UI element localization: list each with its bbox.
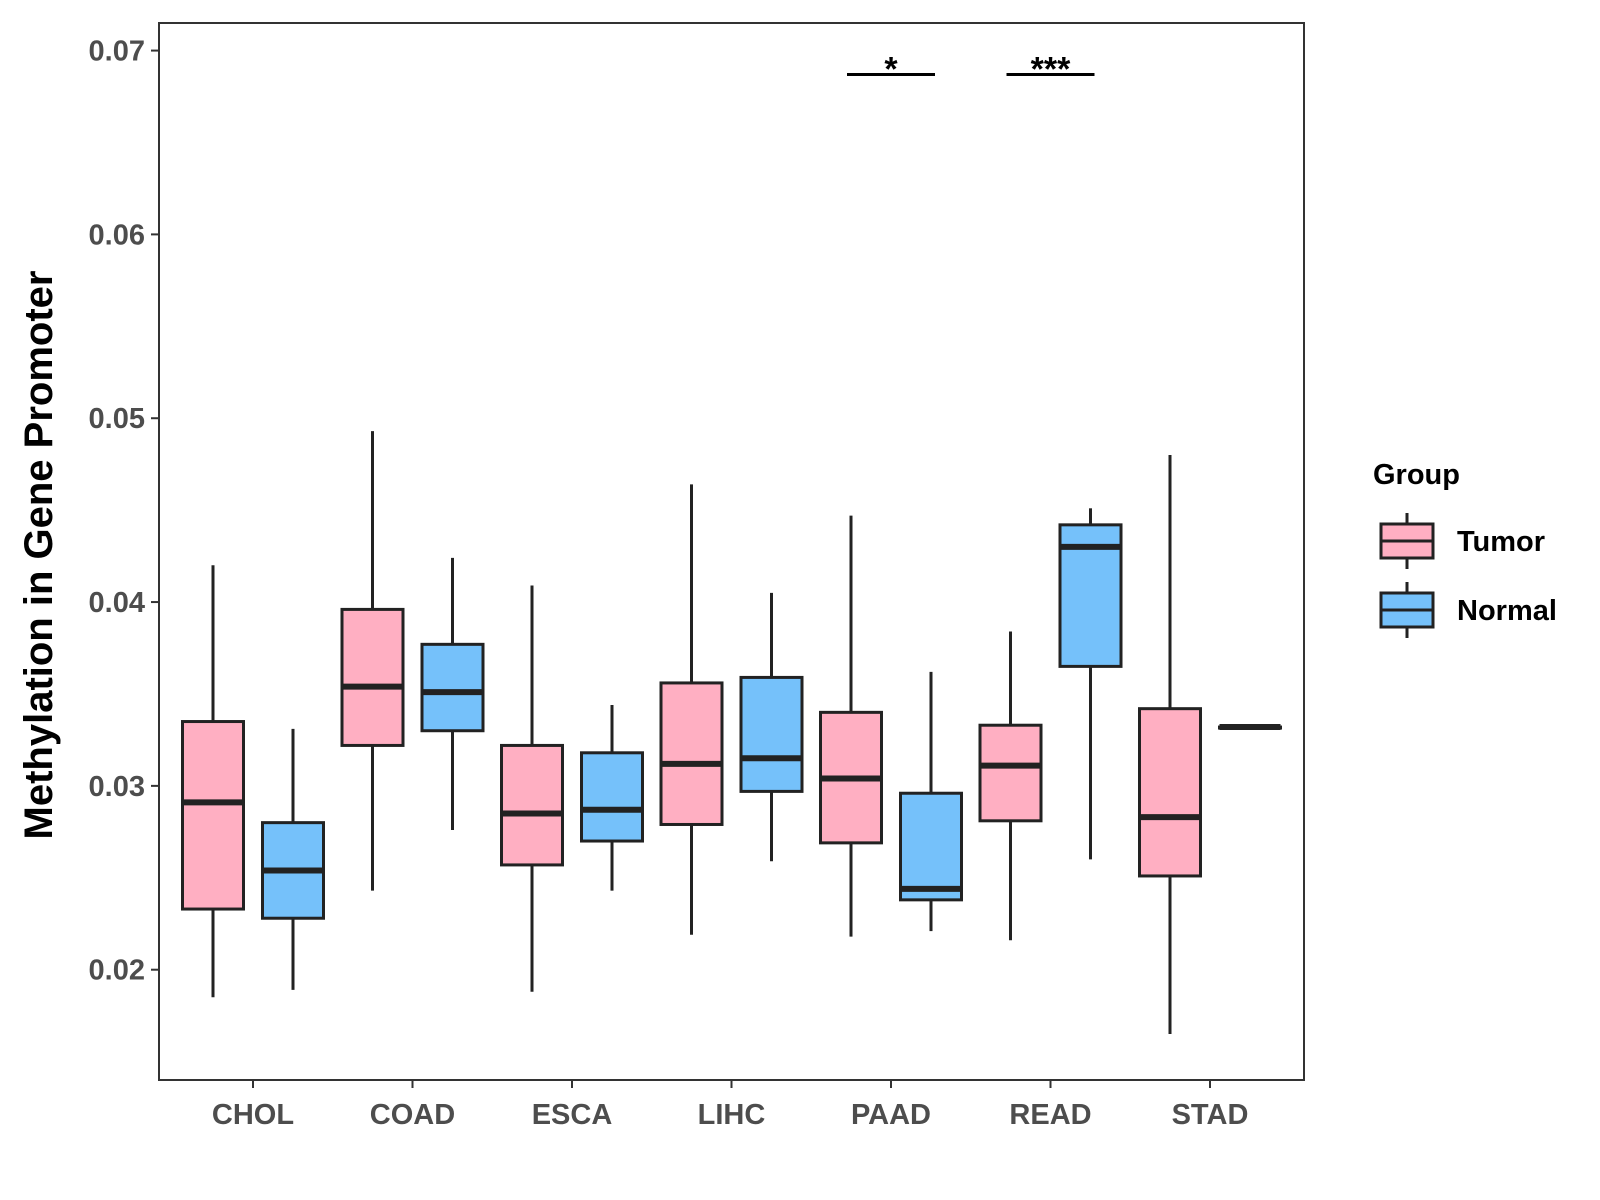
box-tumor-esca [500,585,564,992]
significance-read: *** [1006,50,1095,88]
x-axis: CHOL COAD ESCA LIHC PAAD READ STAD [212,1080,1248,1131]
box-tumor-chol [181,565,245,998]
box-body [181,720,245,911]
legend-label: Normal [1457,595,1557,627]
x-tick-label: PAAD [851,1099,931,1131]
box-tumor-read [978,631,1043,941]
box-tumor-lihc [659,484,724,935]
box-normal-lihc [739,592,804,862]
box-body [739,675,804,793]
significance-paad: * [847,50,935,88]
legend-entry-tumor: Tumor [1379,513,1545,569]
box-body [340,607,405,747]
box-body [580,751,644,843]
x-tick-label: ESCA [532,1099,613,1131]
box-tumor-paad [819,515,883,937]
box-body [978,723,1043,823]
significance-label: * [884,50,898,88]
y-tick-label: 0.05 [89,403,145,435]
x-tick-label: LIHC [698,1099,766,1131]
box-normal-esca [580,704,644,891]
significance-label: *** [1031,50,1071,88]
box-tumor-coad [340,431,405,891]
box-body [500,743,564,867]
legend: Group Tumor Normal [1373,459,1557,638]
box-normal-read [1058,508,1123,860]
box-normal-coad [420,557,485,830]
box-body [420,642,485,733]
x-tick-label: CHOL [212,1099,294,1131]
legend-label: Tumor [1457,526,1545,558]
box-tumor-stad [1138,454,1202,1035]
boxes-layer [181,431,1282,1035]
legend-title: Group [1373,459,1460,491]
x-tick-label: STAD [1172,1099,1249,1131]
box-body [659,681,724,826]
y-tick-label: 0.06 [89,219,145,251]
y-tick-label: 0.07 [89,36,145,68]
box-normal-paad [899,671,963,932]
y-axis-title: Methylation in Gene Promoter [17,271,61,840]
y-tick-label: 0.04 [89,587,145,619]
legend-entry-normal: Normal [1379,582,1557,638]
box-normal-chol [261,728,325,990]
significance-layer: * *** [847,50,1095,88]
box-body [1138,707,1202,878]
y-tick-label: 0.03 [89,771,145,803]
y-axis: 0.02 0.03 0.04 0.05 0.06 0.07 [89,36,159,987]
box-normal-stad [1218,724,1282,731]
box-body [899,791,963,902]
x-tick-label: READ [1009,1099,1091,1131]
y-tick-label: 0.02 [89,955,145,987]
x-tick-label: COAD [370,1099,455,1131]
